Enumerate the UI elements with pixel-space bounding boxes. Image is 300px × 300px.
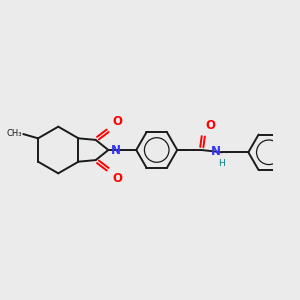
Text: O: O xyxy=(112,115,122,128)
Text: N: N xyxy=(211,145,221,158)
Text: O: O xyxy=(112,172,122,185)
Text: CH₃: CH₃ xyxy=(6,129,22,138)
Text: H: H xyxy=(218,158,225,167)
Text: N: N xyxy=(111,143,121,157)
Text: O: O xyxy=(206,119,215,132)
